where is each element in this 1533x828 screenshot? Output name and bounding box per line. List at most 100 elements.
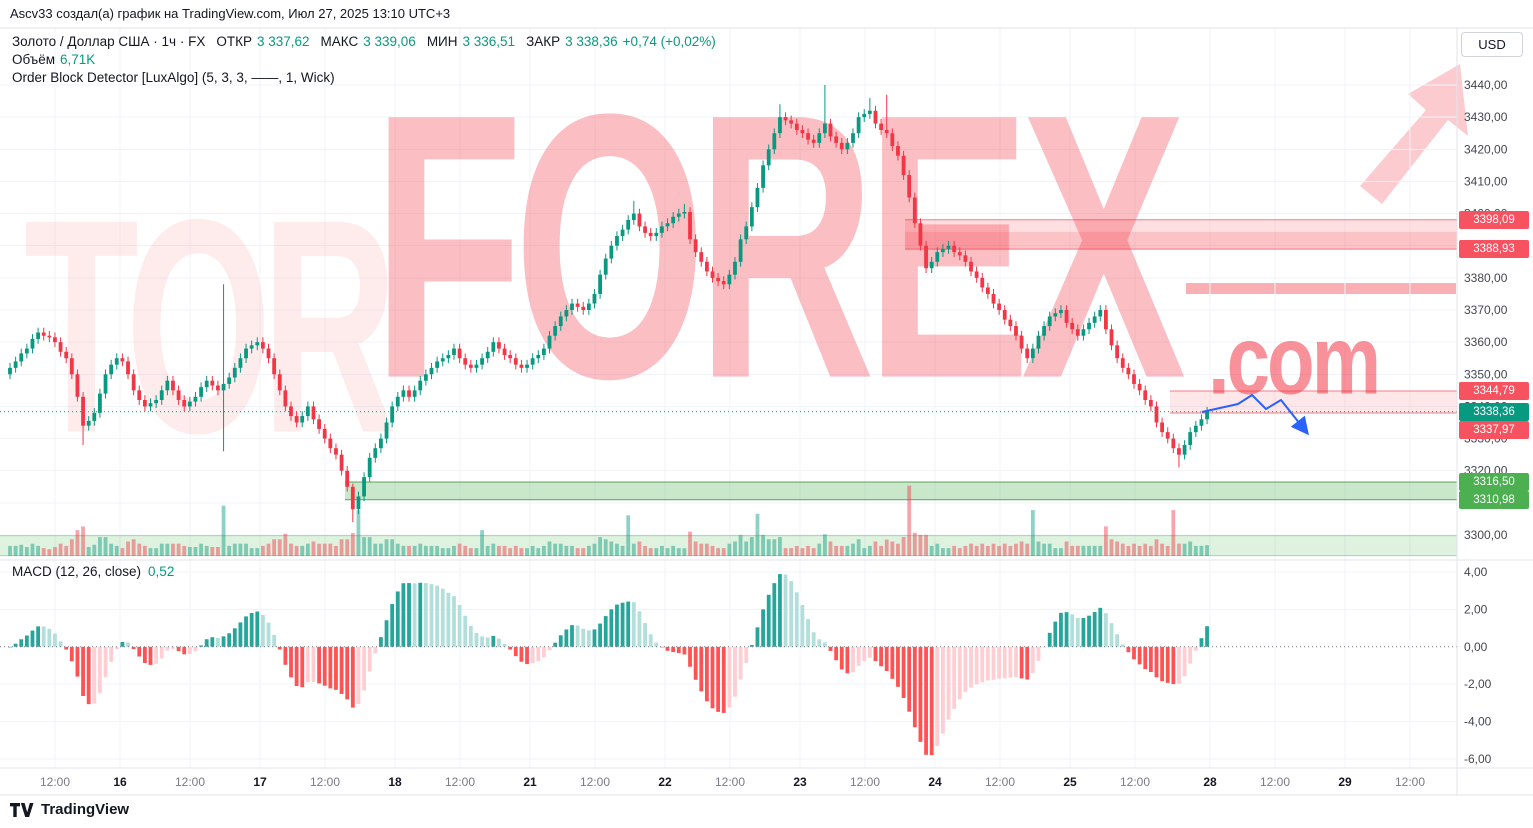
candle-body — [615, 236, 619, 246]
volume-bar — [395, 543, 400, 556]
volume-bar — [963, 545, 968, 556]
macd-bar — [845, 646, 850, 674]
volume-bar — [1137, 545, 1142, 556]
volume-bar — [783, 548, 788, 556]
candle-body — [13, 361, 18, 368]
candle-body — [586, 303, 591, 311]
volume-bar — [103, 537, 108, 556]
volume-bar — [1120, 543, 1125, 556]
volume-bar — [654, 548, 659, 556]
macd-bar — [609, 609, 614, 647]
volume-bar — [1104, 526, 1108, 556]
volume-bar — [401, 545, 406, 556]
trend-arrow-drawing — [1201, 394, 1309, 436]
macd-bar — [1087, 615, 1091, 647]
candle-body — [497, 342, 501, 349]
candle-body — [339, 454, 344, 471]
candle-body — [446, 355, 451, 359]
time-label: 24 — [928, 775, 942, 789]
price-tick-label: 3350,00 — [1464, 367, 1508, 381]
macd-bar — [643, 622, 647, 647]
candle-body — [238, 358, 243, 368]
macd-bar — [210, 637, 215, 647]
order-block-indicator-title[interactable]: Order Block Detector [LuxAlgo] (5, 3, 3,… — [12, 70, 335, 85]
macd-bar — [452, 596, 456, 647]
volume-bar — [322, 543, 327, 556]
volume-bar — [142, 545, 147, 556]
candle-body — [244, 348, 248, 359]
volume-bar — [1109, 539, 1114, 556]
volume-bar — [75, 530, 80, 556]
macd-bar — [30, 630, 35, 647]
ohlc-close-value: 3 338,36 — [565, 34, 618, 49]
time-label: 12:00 — [1260, 775, 1290, 789]
volume-bar — [1047, 543, 1052, 556]
candle-body — [412, 390, 417, 397]
macd-bar — [592, 629, 597, 647]
volume-bar — [772, 539, 777, 556]
volume-bar — [952, 545, 957, 556]
candle-body — [513, 358, 518, 365]
macd-bar — [13, 643, 18, 647]
macd-bar — [468, 625, 473, 647]
candle-body — [603, 258, 608, 275]
time-label: 22 — [658, 775, 672, 789]
candle-body — [216, 385, 220, 391]
macd-bar — [1047, 632, 1052, 647]
price-axis[interactable] — [1457, 28, 1533, 768]
candle-body — [952, 245, 957, 253]
volume-bar — [126, 541, 130, 556]
volume-bar — [480, 530, 484, 556]
macd-bar — [1154, 646, 1159, 678]
macd-bar — [749, 645, 754, 647]
volume-bar — [1171, 510, 1176, 556]
volume-bar — [384, 539, 389, 556]
volume-bar — [547, 541, 552, 556]
volume-bar — [508, 548, 513, 556]
volume-label[interactable]: Объём — [12, 52, 56, 67]
macd-bar — [941, 646, 945, 734]
candle-body — [1115, 345, 1120, 359]
bearish-order-block — [1170, 391, 1457, 413]
candle-body — [30, 338, 35, 349]
candle-body — [137, 390, 142, 401]
volume-bar — [912, 532, 917, 556]
volume-bar — [446, 548, 451, 556]
volume-bar — [688, 531, 692, 556]
candle-body — [64, 351, 69, 359]
volume-bar — [193, 547, 198, 556]
candle-body — [452, 348, 456, 356]
candle-body — [834, 136, 839, 143]
volume-bar — [244, 543, 248, 556]
symbol-title[interactable]: Золото / Доллар США · 1ч · FX — [12, 34, 206, 49]
volume-bar — [778, 537, 782, 556]
candle-body — [126, 361, 130, 375]
macd-bar — [165, 646, 170, 651]
time-label: 21 — [523, 775, 537, 789]
time-axis[interactable] — [0, 768, 1457, 795]
tradingview-logo-icon[interactable] — [10, 802, 34, 818]
time-label: 12:00 — [1120, 775, 1150, 789]
volume-bar — [873, 541, 878, 556]
candle-body — [806, 133, 810, 140]
macd-bar — [558, 635, 563, 647]
candle-body — [547, 335, 552, 349]
candle-body — [367, 457, 372, 478]
price-tick-label: 3300,00 — [1464, 528, 1508, 542]
volume-bar — [901, 537, 906, 556]
tradingview-brand-text[interactable]: TradingView — [41, 801, 130, 818]
currency-toggle-button[interactable]: USD — [1461, 32, 1523, 57]
macd-bar — [1081, 618, 1086, 647]
candle-body — [193, 396, 198, 402]
candle-body — [283, 390, 288, 407]
candle-body — [744, 226, 749, 240]
volume-bar — [305, 543, 310, 556]
volume-bar — [800, 548, 805, 556]
macd-bar — [272, 634, 277, 647]
macd-bar — [1165, 646, 1170, 683]
candle-body — [390, 406, 395, 423]
candle-body — [176, 390, 181, 401]
volume-bar — [362, 537, 366, 556]
macd-indicator-title[interactable]: MACD (12, 26, close) — [12, 564, 142, 579]
